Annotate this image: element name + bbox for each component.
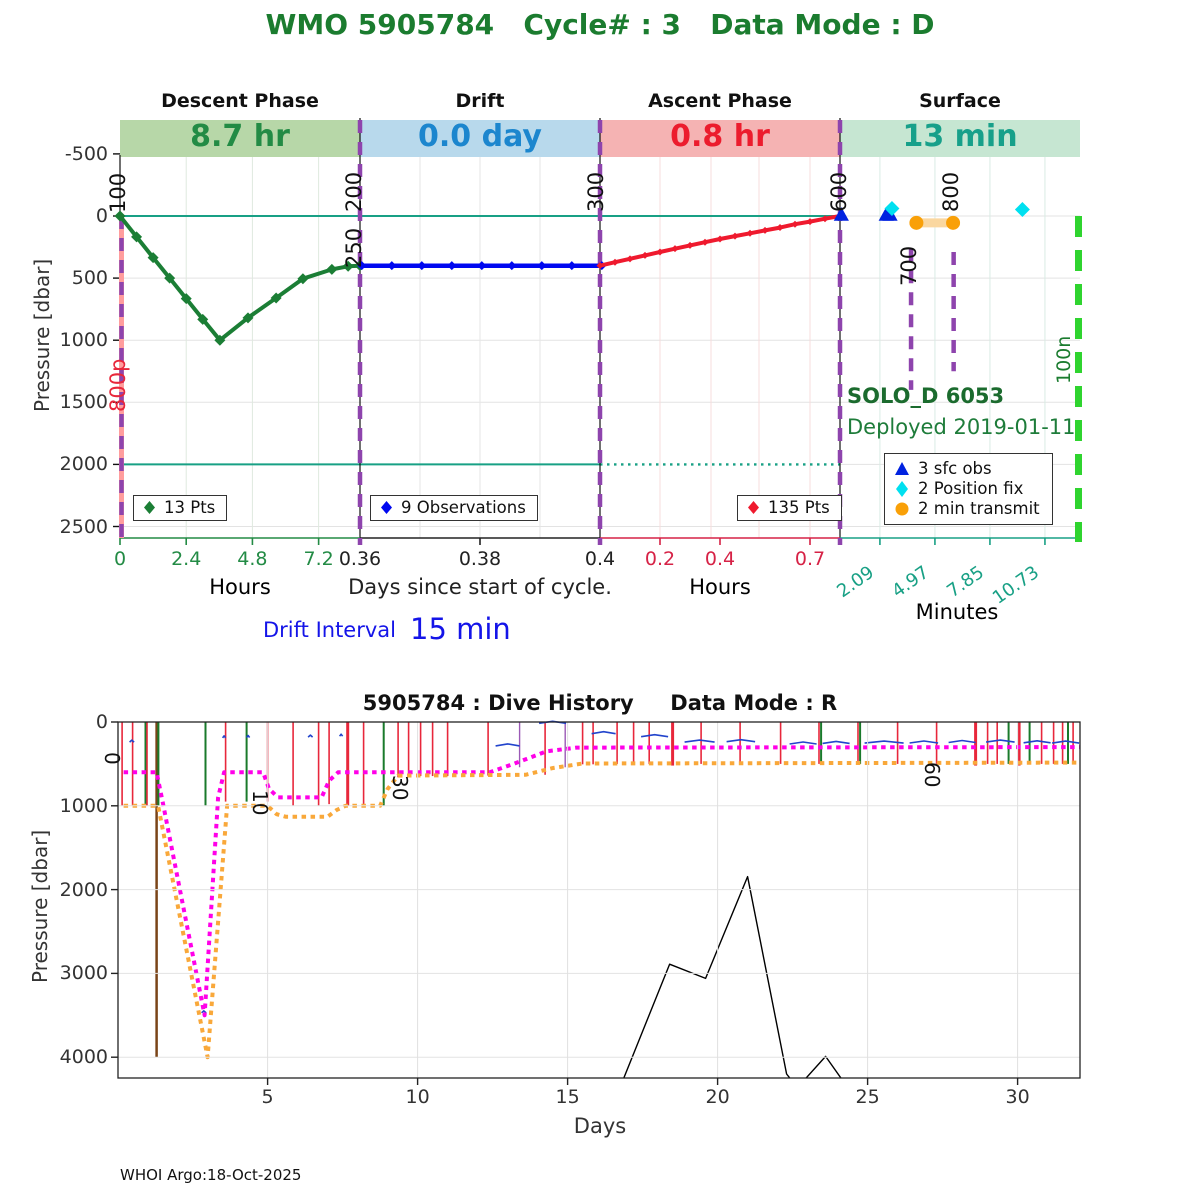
x-tick-label: 0.36 [338, 548, 382, 570]
x-tick-label: 0.4 [704, 548, 736, 570]
x-tick-label: 5 [261, 1086, 274, 1108]
x-tick-label: 4.8 [237, 548, 268, 570]
x-tick-label: 25 [855, 1086, 880, 1108]
annotation-200: 200 [342, 171, 366, 212]
legend-drift: 9 Observations [370, 495, 538, 521]
phase-duration-3: 13 min [902, 119, 1018, 154]
x-tick-label: 15 [555, 1086, 580, 1108]
legend-surface-row: 3 sfc obs [894, 459, 1040, 478]
phase-header-surface: Surface [919, 90, 1001, 112]
x-tick-label: 10 [405, 1086, 430, 1108]
circle-icon [895, 502, 909, 515]
y-tick-label: 4000 [59, 1046, 108, 1069]
annotation-300: 300 [584, 171, 608, 212]
cycle-label-10: 10 [248, 790, 272, 816]
legend-ascent-label: 135 Pts [768, 498, 830, 517]
legend-surface-label: 2 Position fix [918, 479, 1024, 498]
y-tick-label: -500 [64, 142, 108, 165]
y-tick-label: 1000 [59, 794, 108, 817]
top-chart-title: WMO 5905784 Cycle# : 3 Data Mode : D [265, 8, 935, 41]
legend-surface-row: 2 min transmit [894, 499, 1040, 518]
drift-legend-diamond-icon [381, 501, 392, 514]
descent-axis-title: Hours [209, 575, 271, 599]
x-tick-label: 0 [113, 548, 127, 570]
drift-interval-label: Drift Interval [263, 618, 396, 642]
legend-descent-label: 13 Pts [164, 498, 216, 517]
phase-header-descent: Descent Phase [161, 90, 319, 112]
float-deployed-label: Deployed 2019-01-11 [847, 415, 1076, 439]
cycle-label-0: 0 [100, 752, 124, 765]
footer-credit: WHOI Argo:18-Oct-2025 [120, 1166, 302, 1184]
y-tick-label: 0 [95, 711, 108, 733]
y-tick-label: 3000 [59, 962, 108, 985]
x-tick-label: 30 [1005, 1086, 1030, 1108]
cycle-label-60: 60 [920, 762, 944, 788]
float-model-label: SOLO_D 6053 [847, 384, 1005, 408]
legend-surface-label: 2 min transmit [918, 499, 1040, 518]
drift-interval-value: 15 min [410, 612, 511, 646]
annotation-100n: 100n [1053, 335, 1075, 384]
x-tick-label: 0.7 [794, 548, 826, 570]
bottom-chart-title: 5905784 : Dive History Data Mode : R [362, 691, 838, 715]
annotation-800: 800 [939, 171, 963, 212]
phase-duration-1: 0.0 day [418, 119, 542, 154]
x-tick-label: 2.4 [171, 548, 202, 570]
annotation-800p: 800p [106, 358, 130, 412]
phase-header-drift: Drift [455, 90, 505, 112]
phase-duration-2: 0.8 hr [670, 119, 770, 154]
x-tick-label: 20 [705, 1086, 730, 1108]
x-tick-label: 0.2 [644, 548, 676, 570]
legend-drift-label: 9 Observations [401, 498, 526, 517]
legend-surface-row: 2 Position fix [894, 479, 1040, 498]
y-tick-label: 2500 [59, 515, 108, 538]
ascent-axis-title: Hours [689, 575, 751, 599]
drift-axis-title: Days since start of cycle. [348, 575, 612, 599]
legend-ascent: 135 Pts [737, 495, 842, 521]
triangle-icon [895, 461, 909, 475]
phase-duration-0: 8.7 hr [190, 119, 290, 154]
diamond-icon [896, 480, 908, 497]
legend-surface: 3 sfc obs 2 Position fix 2 min transmit [884, 453, 1053, 525]
bottom-x-axis-label: Days [573, 1114, 627, 1138]
x-tick-label: 7.2 [303, 548, 334, 570]
legend-surface-label: 3 sfc obs [918, 459, 992, 478]
phase-header-ascent: Ascent Phase [648, 90, 792, 112]
cycle-label-30: 30 [388, 775, 412, 801]
x-tick-label: 0.38 [458, 548, 502, 570]
annotation-100: 100 [106, 172, 130, 213]
y-tick-label: 2000 [59, 878, 108, 901]
y-tick-label: 0 [95, 205, 108, 227]
y-tick-label: 500 [71, 267, 108, 290]
bottom-y-axis-label: Pressure [dbar] [28, 829, 52, 983]
descent-legend-diamond-icon [144, 501, 155, 514]
annotation-700: 700 [897, 245, 921, 286]
annotation-600: 600 [827, 171, 851, 212]
legend-descent: 13 Pts [133, 495, 228, 521]
y-tick-label: 2000 [59, 453, 108, 476]
y-tick-label: 1500 [59, 391, 108, 414]
annotation-250: 250 [342, 227, 366, 268]
x-tick-label: 0.4 [584, 548, 616, 570]
surface-axis-title: Minutes [915, 600, 999, 624]
y-tick-label: 1000 [59, 329, 108, 352]
ascent-legend-diamond-icon [748, 501, 759, 514]
